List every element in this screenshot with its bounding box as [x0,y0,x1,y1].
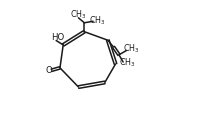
Text: O: O [46,66,53,75]
Text: CH$_3$: CH$_3$ [119,57,136,69]
Text: CH$_3$: CH$_3$ [70,8,86,21]
Text: CH$_3$: CH$_3$ [123,43,140,55]
Text: CH$_3$: CH$_3$ [89,14,106,27]
Text: HO: HO [51,33,64,42]
